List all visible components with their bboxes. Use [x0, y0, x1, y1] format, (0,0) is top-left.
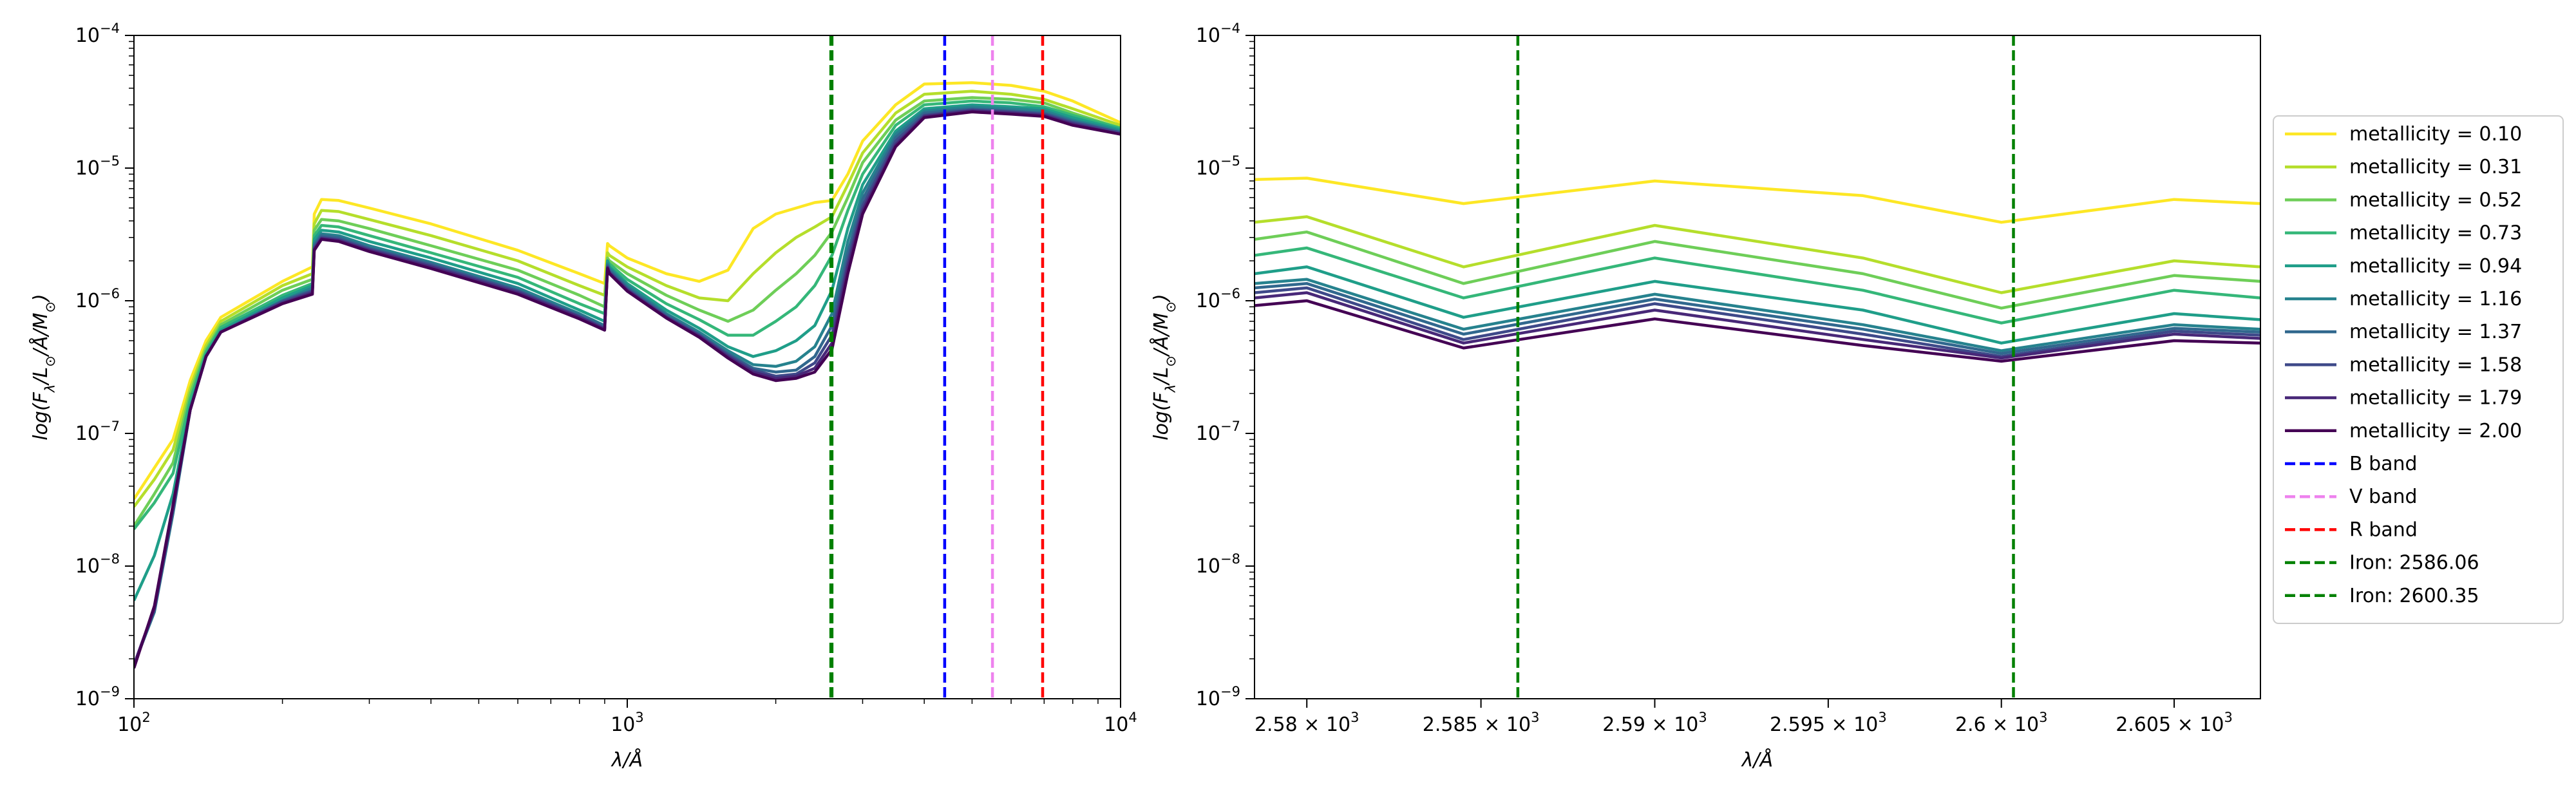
- y-tick-label: 10−4: [1196, 21, 1240, 47]
- x-tick-label: 2.585 × 103: [1423, 710, 1540, 736]
- plot-area: [1255, 35, 2260, 699]
- x-axis-label: λ/Å: [1741, 748, 1773, 772]
- y-axis-label: log(Fλ/L⊙/Å/M⊙): [1150, 294, 1179, 440]
- series-line-metallicity-1-16: [1255, 278, 2260, 352]
- x-tick-label: 104: [1104, 710, 1137, 736]
- legend-label-metallicity-0-31: metallicity = 0.31: [2349, 156, 2522, 178]
- x-tick-label: 102: [117, 710, 151, 736]
- y-tick-label: 10−5: [75, 153, 120, 180]
- legend-label-iron-2586-06: Iron: 2586.06: [2349, 552, 2479, 574]
- x-tick-label: 103: [611, 710, 644, 736]
- y-tick-label: 10−8: [75, 551, 120, 578]
- legend-label-metallicity-1-79: metallicity = 1.79: [2349, 387, 2522, 410]
- x-tick-label: 2.6 × 103: [1955, 710, 2047, 736]
- y-tick-label: 10−8: [1196, 551, 1240, 578]
- series-line-metallicity-0-10: [134, 81, 1121, 500]
- y-tick-label: 10−9: [1196, 684, 1240, 710]
- series-line-metallicity-0-31: [1255, 215, 2260, 294]
- x-tick-label: 2.605 × 103: [2116, 710, 2233, 736]
- x-tick-label: 2.59 × 103: [1602, 710, 1707, 736]
- y-tick-label: 10−7: [75, 419, 120, 445]
- x-axis-label: λ/Å: [611, 748, 643, 772]
- series-line-metallicity-1-37: [1255, 281, 2260, 355]
- x-tick-label: 2.58 × 103: [1255, 710, 1359, 736]
- series-line-metallicity-2-00: [134, 110, 1121, 669]
- series-line-metallicity-0-31: [134, 90, 1121, 508]
- legend-label-metallicity-0-52: metallicity = 0.52: [2349, 189, 2522, 211]
- series-line-metallicity-2-00: [1255, 299, 2260, 363]
- legend-frame: [2273, 115, 2564, 624]
- series-line-metallicity-0-52: [1255, 230, 2260, 310]
- legend-label-metallicity-1-37: metallicity = 1.37: [2349, 321, 2522, 343]
- series-line-metallicity-0-73: [1255, 246, 2260, 325]
- legend: metallicity = 0.10 metallicity = 0.31 meta…: [2273, 115, 2564, 624]
- y-axis-label: log(Fλ/L⊙/Å/M⊙): [29, 294, 58, 440]
- right-iron-zoom-panel: 10−9 10−8 10−7 10−6 10−5 10−4 2.58 × 103 2.585 …: [1150, 21, 2261, 772]
- y-tick-label: 10−7: [1196, 419, 1240, 445]
- x-tick-label: 2.595 × 103: [1770, 710, 1887, 736]
- series-line-metallicity-0-73: [134, 99, 1121, 530]
- series-line-metallicity-0-52: [134, 96, 1121, 527]
- y-tick-label: 10−6: [75, 286, 120, 312]
- y-tick-label: 10−6: [1196, 286, 1240, 312]
- series-line-metallicity-0-94: [1255, 265, 2260, 345]
- legend-label-b-band: B band: [2349, 453, 2418, 475]
- legend-label-metallicity-0-94: metallicity = 0.94: [2349, 255, 2522, 278]
- axes-frame: [1254, 35, 2261, 699]
- legend-label-metallicity-0-10: metallicity = 0.10: [2349, 123, 2522, 146]
- legend-label-metallicity-1-58: metallicity = 1.58: [2349, 354, 2522, 376]
- series-line-metallicity-0-10: [1255, 176, 2260, 224]
- y-tick-label: 10−9: [75, 684, 120, 710]
- series-line-metallicity-1-58: [1255, 286, 2260, 358]
- y-tick-label: 10−5: [1196, 153, 1240, 180]
- legend-label-metallicity-1-16: metallicity = 1.16: [2349, 288, 2522, 310]
- plot-area: [134, 35, 1121, 699]
- legend-label-r-band: R band: [2349, 518, 2418, 541]
- left-spectrum-panel: 10−9 10−8 10−7 10−6 10−5 10−4 102 103 104 λ/Å log(…: [29, 21, 1137, 772]
- y-tick-label: 10−4: [75, 21, 120, 47]
- legend-label-v-band: V band: [2349, 486, 2418, 508]
- legend-label-metallicity-0-73: metallicity = 0.73: [2349, 222, 2522, 245]
- legend-label-iron-2600-35: Iron: 2600.35: [2349, 585, 2479, 607]
- series-line-metallicity-1-79: [1255, 291, 2260, 360]
- legend-label-metallicity-2-00: metallicity = 2.00: [2349, 420, 2522, 442]
